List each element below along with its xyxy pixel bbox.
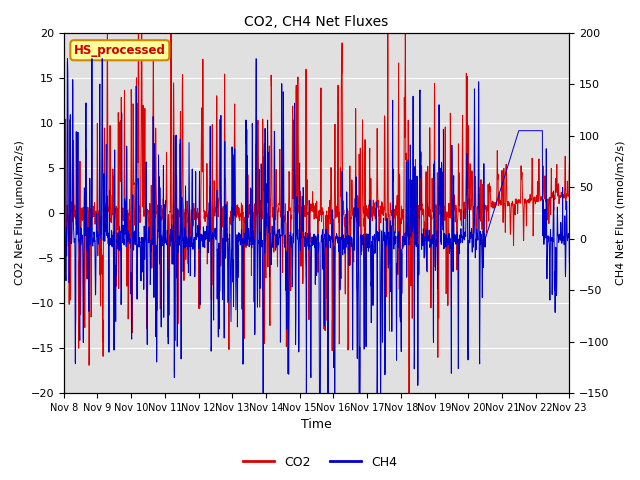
Text: HS_processed: HS_processed bbox=[74, 44, 166, 57]
Y-axis label: CO2 Net Flux (μmol/m2/s): CO2 Net Flux (μmol/m2/s) bbox=[15, 141, 25, 286]
Legend: CO2, CH4: CO2, CH4 bbox=[238, 451, 402, 474]
Title: CO2, CH4 Net Fluxes: CO2, CH4 Net Fluxes bbox=[244, 15, 388, 29]
X-axis label: Time: Time bbox=[301, 419, 332, 432]
Y-axis label: CH4 Net Flux (nmol/m2/s): CH4 Net Flux (nmol/m2/s) bbox=[615, 141, 625, 285]
